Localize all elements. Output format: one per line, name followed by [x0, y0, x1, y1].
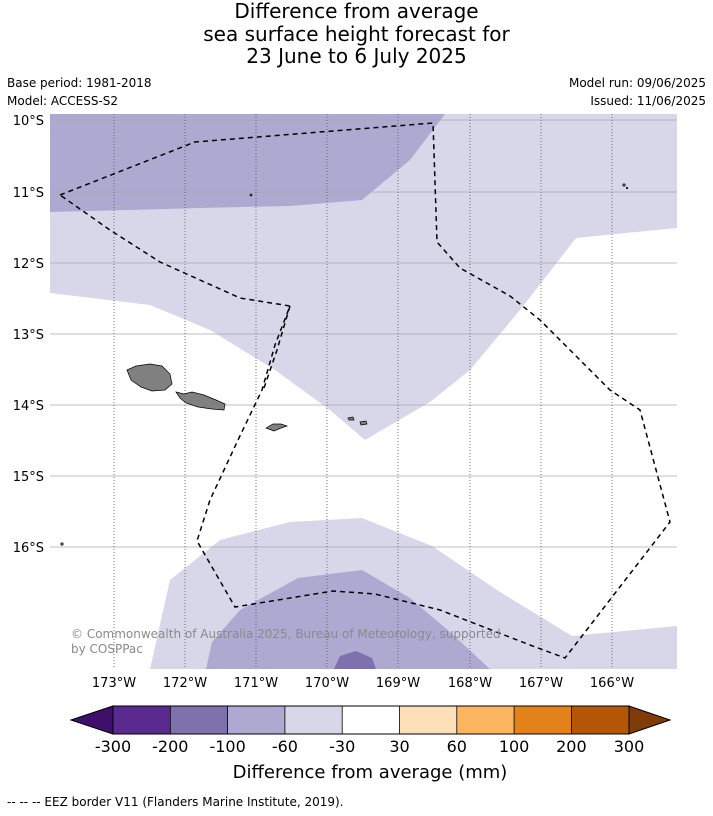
longitude-gridlines	[113, 114, 613, 669]
longitude-labels: 173°W 172°W 171°W 170°W 169°W 168°W 167°…	[92, 676, 634, 691]
map-title: Difference from average sea surface heig…	[0, 0, 713, 68]
colorbar-bin	[342, 706, 400, 734]
issued-date: Issued: 11/06/2025	[590, 94, 706, 108]
colorbar-tick: 300	[614, 737, 645, 756]
lon-label: 168°W	[448, 676, 492, 691]
eez-border-samoa-divide	[263, 305, 291, 389]
island-swains	[249, 193, 253, 197]
lon-label: 169°W	[376, 676, 420, 691]
island-west	[60, 542, 64, 546]
lon-label: 173°W	[92, 676, 136, 691]
colorbar-extend-left	[69, 705, 114, 735]
lat-label: 16°S	[13, 541, 44, 556]
lat-label: 11°S	[13, 186, 44, 201]
island-manua-1	[347, 416, 355, 421]
colorbar-frame	[112, 705, 630, 735]
anomaly-region-south-dark	[334, 651, 376, 669]
islands	[60, 183, 629, 546]
colorbar-tick: -200	[152, 737, 188, 756]
title-line-1: Difference from average	[234, 0, 479, 23]
latitude-labels: 10°S 11°S 12°S 13°S 14°S 15°S 16°S	[13, 114, 44, 556]
lon-label: 167°W	[519, 676, 563, 691]
colorbar-tick: -60	[272, 737, 298, 756]
colorbar-bin	[399, 706, 457, 734]
model-run: Model run: 09/06/2025	[568, 76, 706, 90]
colorbar-tick: 200	[556, 737, 587, 756]
lat-label: 10°S	[13, 114, 44, 129]
colorbar-bin	[514, 706, 572, 734]
island-east-2	[625, 186, 629, 190]
lat-label: 15°S	[13, 470, 44, 485]
island-upolu	[175, 391, 226, 411]
lon-label: 170°W	[305, 676, 349, 691]
colorbar-bin	[170, 706, 228, 734]
lat-label: 12°S	[13, 257, 44, 272]
model-name: Model: ACCESS-S2	[7, 94, 119, 108]
title-line-3: 23 June to 6 July 2025	[246, 44, 467, 68]
meta-right: Model run: 09/06/2025 Issued: 11/06/2025	[569, 74, 706, 110]
eez-borders	[59, 122, 671, 659]
island-tutuila	[265, 423, 289, 432]
eez-footnote: -- -- -- EEZ border V11 (Flanders Marine…	[7, 795, 344, 809]
colorbar-bin	[227, 706, 285, 734]
lon-label: 171°W	[234, 676, 278, 691]
colorbar-bin	[456, 706, 515, 734]
island-savaii	[126, 363, 173, 392]
lon-label: 166°W	[590, 676, 634, 691]
colorbar-tick: 100	[499, 737, 530, 756]
colorbar-bin	[113, 706, 171, 734]
colorbar-tick: 60	[447, 737, 467, 756]
lat-label: 14°S	[13, 399, 44, 414]
colorbar-bin	[571, 706, 629, 734]
anomaly-region-north-medium	[50, 114, 445, 212]
copyright-line-2: by COSPPac	[71, 642, 143, 656]
colorbar-extend-right	[628, 705, 672, 735]
colorbar-dividers	[169, 706, 572, 734]
colorbar: -300 -200 -100 -60 -30 30 60 100 200 300…	[69, 705, 672, 783]
map-panel: © Commonwealth of Australia 2025, Bureau…	[50, 114, 677, 669]
colorbar-tick: -30	[329, 737, 355, 756]
lat-label: 13°S	[13, 328, 44, 343]
title-line-2: sea surface height forecast for	[203, 21, 510, 46]
colorbar-tick: 30	[389, 737, 409, 756]
island-east	[622, 183, 626, 187]
colorbar-label: Difference from average (mm)	[233, 762, 508, 783]
colorbar-ticks: -300 -200 -100 -60 -30 30 60 100 200 300	[95, 737, 644, 756]
lon-label: 172°W	[163, 676, 207, 691]
island-manua-2	[359, 420, 368, 426]
copyright-line-1: © Commonwealth of Australia 2025, Bureau…	[71, 627, 501, 641]
base-period: Base period: 1981-2018	[7, 76, 152, 90]
meta-left: Base period: 1981-2018 Model: ACCESS-S2	[7, 74, 152, 110]
colorbar-tick: -100	[209, 737, 245, 756]
colorbar-tick: -300	[95, 737, 131, 756]
colorbar-bin	[284, 706, 343, 734]
anomaly-region-south-medium	[206, 570, 490, 669]
latitude-gridlines	[50, 119, 677, 548]
